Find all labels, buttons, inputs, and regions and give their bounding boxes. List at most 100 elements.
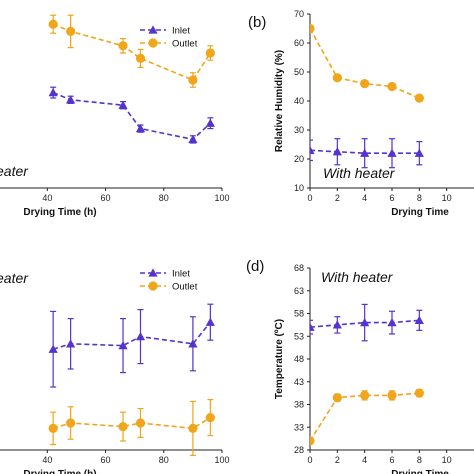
- y-tick-label: 33: [294, 422, 304, 432]
- y-axis-title: Relative Humidity (%): [274, 50, 285, 152]
- panel-a: 40 60 80 100 Drying Time (h) eater Inlet Outlet: [0, 14, 230, 218]
- y-tick-label: 58: [294, 309, 304, 319]
- data-point: [66, 26, 76, 36]
- x-tick-label: 8: [417, 455, 422, 465]
- x-tick-label: 2: [335, 455, 340, 465]
- data-point: [48, 19, 58, 29]
- panel-b: 0 2 4 6 8 10 10 20 30 40 50 60 70 Drying Time Relative…: [248, 9, 474, 218]
- x-axis-title: Drying Time: [391, 207, 449, 218]
- data-point: [332, 147, 342, 156]
- data-point: [360, 148, 370, 157]
- panel-label: (b): [248, 14, 266, 31]
- data-point: [118, 41, 128, 51]
- series-line: [52, 23, 212, 81]
- data-point: [188, 134, 198, 144]
- legend-label: Outlet: [172, 282, 198, 293]
- y-tick-label: 60: [294, 38, 304, 48]
- data-point: [205, 118, 215, 127]
- x-tick-label: 0: [307, 193, 312, 203]
- series-line: [310, 392, 420, 442]
- series-outlet: [48, 14, 215, 88]
- x-tick-label: 0: [307, 455, 312, 465]
- data-point: [188, 75, 198, 85]
- y-tick-label: 70: [294, 9, 304, 19]
- x-axis-title: Drying Time: [391, 469, 449, 474]
- data-point: [332, 73, 342, 83]
- series-inlet: [48, 303, 215, 388]
- legend: Inlet Outlet: [140, 25, 198, 50]
- data-point: [387, 390, 397, 400]
- y-axis-title: Temperature (ºC): [274, 319, 285, 399]
- data-point: [387, 148, 397, 157]
- x-tick-label: 60: [101, 455, 111, 465]
- data-point: [387, 318, 397, 327]
- legend-marker: [148, 268, 158, 277]
- annotation-text: With heater: [323, 165, 396, 181]
- y-tick-label: 28: [294, 445, 304, 455]
- y-tick-label: 38: [294, 400, 304, 410]
- x-axis-title: Drying Time (h): [23, 207, 96, 218]
- legend-label: Inlet: [172, 269, 190, 280]
- x-tick-label: 40: [42, 193, 52, 203]
- data-point: [332, 320, 342, 329]
- x-tick-label: 4: [362, 193, 367, 203]
- plot-area: [310, 303, 424, 446]
- y-tick-label: 40: [294, 96, 304, 106]
- data-point: [135, 124, 146, 133]
- x-tick-label: 8: [417, 193, 422, 203]
- data-point: [205, 317, 215, 326]
- legend-label: Inlet: [172, 26, 190, 37]
- annotation-text: eater: [0, 163, 29, 179]
- data-point: [188, 423, 198, 433]
- y-tick-label: 48: [294, 354, 304, 364]
- axes: [309, 268, 474, 451]
- y-tick-label: 63: [294, 286, 304, 296]
- legend-label: Outlet: [172, 39, 198, 50]
- data-point: [360, 79, 370, 89]
- data-point: [66, 418, 76, 428]
- x-tick-label: 100: [214, 455, 229, 465]
- panel-c: 40 60 80 100 Drying Time (h) eater Inlet Outlet: [0, 268, 230, 474]
- data-point: [414, 148, 424, 157]
- data-point: [310, 322, 315, 331]
- plot-area: [48, 303, 215, 456]
- data-point: [414, 315, 424, 325]
- data-point: [205, 48, 215, 58]
- data-point: [135, 418, 146, 428]
- series-inlet: [310, 138, 424, 169]
- x-tick-label: 60: [101, 193, 111, 203]
- data-point: [310, 145, 315, 154]
- y-tick-label: 68: [294, 263, 304, 273]
- data-point: [414, 93, 424, 103]
- series-inlet: [48, 86, 215, 144]
- data-point: [66, 95, 76, 104]
- plot-area: [48, 14, 215, 144]
- legend-marker: [148, 38, 158, 48]
- legend-marker: [148, 25, 158, 34]
- x-tick-label: 6: [389, 193, 394, 203]
- legend: Inlet Outlet: [140, 268, 198, 293]
- x-tick-label: 10: [442, 455, 452, 465]
- data-point: [332, 393, 342, 403]
- legend-marker: [148, 281, 158, 291]
- data-point: [48, 423, 58, 433]
- series-outlet: [310, 388, 424, 446]
- series-inlet: [310, 303, 424, 342]
- series-line: [310, 149, 420, 154]
- annotation-text: With heater: [321, 269, 394, 285]
- y-tick-label: 20: [294, 154, 304, 164]
- y-tick-label: 53: [294, 331, 304, 341]
- x-tick-label: 2: [335, 193, 340, 203]
- series-line: [52, 416, 211, 430]
- data-point: [360, 318, 370, 327]
- data-point: [205, 413, 215, 423]
- data-point: [48, 88, 58, 97]
- x-tick-label: 100: [214, 193, 229, 203]
- data-point: [135, 53, 146, 64]
- y-tick-label: 43: [294, 377, 304, 387]
- series-outlet: [48, 399, 215, 456]
- data-point: [360, 390, 370, 400]
- data-point: [48, 344, 58, 353]
- data-point: [188, 339, 198, 348]
